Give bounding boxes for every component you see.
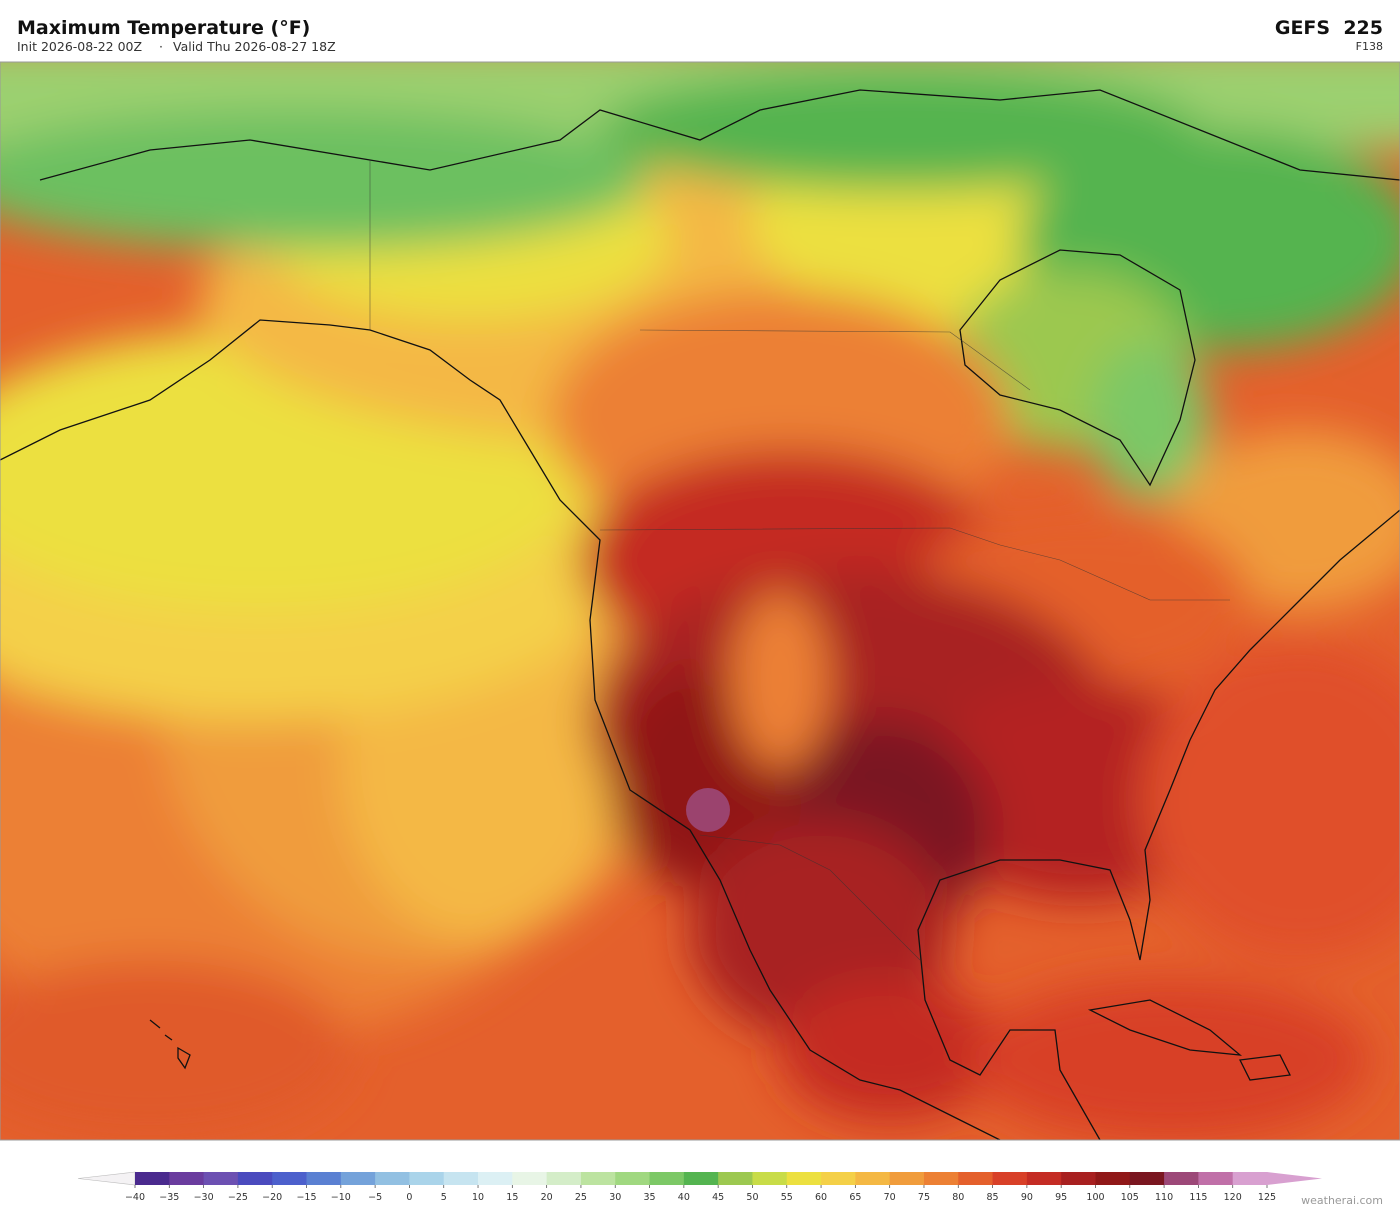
borders (369, 160, 1230, 961)
colorbar-tick-label: 5 (441, 1192, 447, 1203)
colorbar-tick-label: 0 (406, 1192, 412, 1203)
colorbar-bin (855, 1172, 891, 1185)
colorbar-tick-label: 35 (643, 1192, 655, 1203)
colorbar-tick-label: −10 (331, 1192, 351, 1203)
colorbar-bin (443, 1172, 479, 1185)
title: Maximum Temperature (°F) (17, 17, 310, 39)
colorbar-tick-label: 110 (1155, 1192, 1173, 1203)
temperature-field (0, 62, 1400, 1140)
colorbar-bin (1061, 1172, 1096, 1185)
colorbar-bin (1129, 1172, 1165, 1185)
colorbar-tick-label: −25 (228, 1192, 248, 1203)
colorbar-tick-label: 65 (849, 1192, 861, 1203)
coastlines (0, 89, 1400, 1140)
colorbar-tick-label: 45 (712, 1192, 724, 1203)
colorbar: −40 −35 −30 −25 −20 −15 −10 −5 0 5 10 15 20 25 30 35 40 4… (77, 1171, 1322, 1203)
colorbar-tick-label: 80 (952, 1192, 964, 1203)
colorbar-bin (821, 1172, 856, 1185)
colorbar-tick-label: 10 (472, 1192, 484, 1203)
colorbar-bin (923, 1172, 959, 1185)
colorbar-tick-label: −15 (296, 1192, 316, 1203)
watermark: weatherai.com (1301, 1194, 1383, 1207)
colorbar-bin (1095, 1172, 1131, 1185)
colorbar-bin (786, 1172, 822, 1185)
map (0, 62, 1400, 1140)
colorbar-bin (546, 1172, 582, 1185)
colorbar-tick-label: 55 (781, 1192, 793, 1203)
hot-spot (686, 788, 730, 832)
colorbar-tick-label: 70 (884, 1192, 896, 1203)
colorbar-tick-label: 60 (815, 1192, 827, 1203)
colorbar-tick-label: 105 (1121, 1192, 1139, 1203)
colorbar-tick-label: 25 (575, 1192, 587, 1203)
colorbar-tick-label: 100 (1086, 1192, 1104, 1203)
colorbar-tick-label: 120 (1224, 1192, 1242, 1203)
valid-time: Valid Thu 2026-08-27 18Z (173, 39, 336, 54)
separator: · (159, 39, 163, 54)
colorbar-bin (135, 1172, 170, 1185)
init-time: Init 2026-08-22 00Z (17, 39, 142, 54)
colorbar-bin (169, 1172, 205, 1185)
colorbar-bin (752, 1172, 788, 1185)
colorbar-tick-label: 85 (987, 1192, 999, 1203)
colorbar-bin (306, 1172, 342, 1185)
colorbar-over (1267, 1172, 1322, 1185)
map-frame (0, 61, 1400, 1141)
colorbar-bin (340, 1172, 376, 1185)
colorbar-tick-label: −20 (262, 1192, 282, 1203)
colorbar-bin (237, 1172, 273, 1185)
colorbar-tick-label: 90 (1021, 1192, 1033, 1203)
colorbar-bin (512, 1172, 548, 1185)
colorbar-bin (580, 1172, 616, 1185)
colorbar-bin (615, 1172, 650, 1185)
colorbar-tick-label: 15 (506, 1192, 518, 1203)
colorbar-under (77, 1171, 136, 1186)
colorbar-tick-label: 125 (1258, 1192, 1276, 1203)
colorbar-bin (375, 1172, 410, 1185)
colorbar-bin (718, 1172, 753, 1185)
colorbar-tick-label: −40 (125, 1192, 145, 1203)
colorbar-tick-label: 30 (609, 1192, 621, 1203)
colorbar-bin (1232, 1172, 1268, 1185)
model-name: GEFS 225 (1275, 17, 1383, 39)
colorbar-bin (1164, 1172, 1199, 1185)
colorbar-bin (958, 1172, 993, 1185)
colorbar-bin (889, 1172, 925, 1185)
colorbar-tick-label: 95 (1055, 1192, 1067, 1203)
colorbar-tick-label: −5 (368, 1192, 382, 1203)
colorbar-bin (683, 1172, 719, 1185)
colorbar-tick-label: 75 (918, 1192, 930, 1203)
colorbar-bin (1198, 1172, 1234, 1185)
colorbar-tick-label: 20 (541, 1192, 553, 1203)
colorbar-bin (992, 1172, 1028, 1185)
colorbar-bin (478, 1172, 513, 1185)
colorbar-bin (649, 1172, 685, 1185)
colorbar-bin (1026, 1172, 1062, 1185)
forecast-hour: F138 (1356, 40, 1383, 53)
colorbar-bin (203, 1172, 239, 1185)
colorbar-bin (272, 1172, 307, 1185)
colorbar-tick-label: −30 (194, 1192, 214, 1203)
colorbar-tick-label: 115 (1189, 1192, 1207, 1203)
colorbar-tick-label: −35 (159, 1192, 179, 1203)
colorbar-tick-label: 40 (678, 1192, 690, 1203)
colorbar-bin (409, 1172, 445, 1185)
colorbar-tick-label: 50 (746, 1192, 758, 1203)
